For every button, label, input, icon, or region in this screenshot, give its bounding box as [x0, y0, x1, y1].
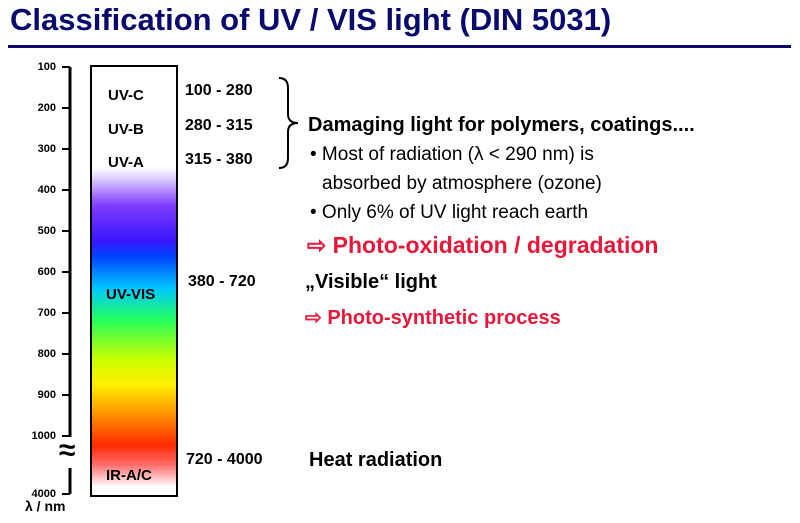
uv-bullet-ozone-line2: absorbed by atmosphere (ozone): [322, 173, 602, 194]
uv-heading: Damaging light for polymers, coatings...…: [308, 114, 695, 136]
page-title: Classification of UV / VIS light (DIN 50…: [10, 2, 612, 37]
tick-label-900: 900: [37, 389, 56, 401]
band-label-vis: UV-VIS: [106, 286, 156, 303]
wavelength-axis: [62, 66, 72, 495]
range-ir: 720 - 4000: [186, 451, 263, 468]
tick-label-700: 700: [37, 307, 56, 319]
uv-bullet-earth: • Only 6% of UV light reach earth: [310, 202, 589, 223]
uv-consequence: ⇨ Photo-oxidation / degradation: [307, 232, 659, 258]
axis-ticks: [62, 66, 70, 495]
tick-label-200: 200: [37, 102, 56, 114]
vis-heading: „Visible“ light: [305, 271, 437, 293]
tick-label-4000: 4000: [31, 488, 56, 500]
visible-spectrum-gradient: [92, 167, 176, 487]
range-uvc: 100 - 280: [185, 82, 253, 99]
range-uva: 315 - 380: [185, 151, 253, 168]
tick-label-300: 300: [37, 143, 56, 155]
band-label-ir: IR-A/C: [106, 467, 152, 484]
tick-label-800: 800: [37, 348, 56, 360]
tick-label-600: 600: [37, 266, 56, 278]
ir-heading: Heat radiation: [309, 449, 443, 471]
tick-label-400: 400: [37, 184, 56, 196]
band-label-uvc: UV-C: [108, 87, 144, 104]
vis-consequence: ⇨ Photo-synthetic process: [305, 307, 561, 329]
axis-break-symbol: ≈: [59, 434, 76, 467]
title-underline: [8, 45, 791, 48]
tick-label-500: 500: [37, 225, 56, 237]
band-label-uvb: UV-B: [108, 121, 144, 138]
range-vis: 380 - 720: [188, 273, 256, 290]
axis-unit-label: λ / nm: [25, 498, 66, 514]
spectrum-bar: UV-C UV-B UV-A UV-VIS IR-A/C: [90, 65, 178, 497]
tick-label-100: 100: [37, 61, 56, 73]
uv-bullet-ozone-line1: • Most of radiation (λ < 290 nm) is: [310, 144, 594, 165]
tick-label-1000: 1000: [31, 430, 56, 442]
uv-brace: [278, 77, 299, 169]
band-label-uva: UV-A: [108, 154, 144, 171]
range-uvb: 280 - 315: [185, 117, 253, 134]
